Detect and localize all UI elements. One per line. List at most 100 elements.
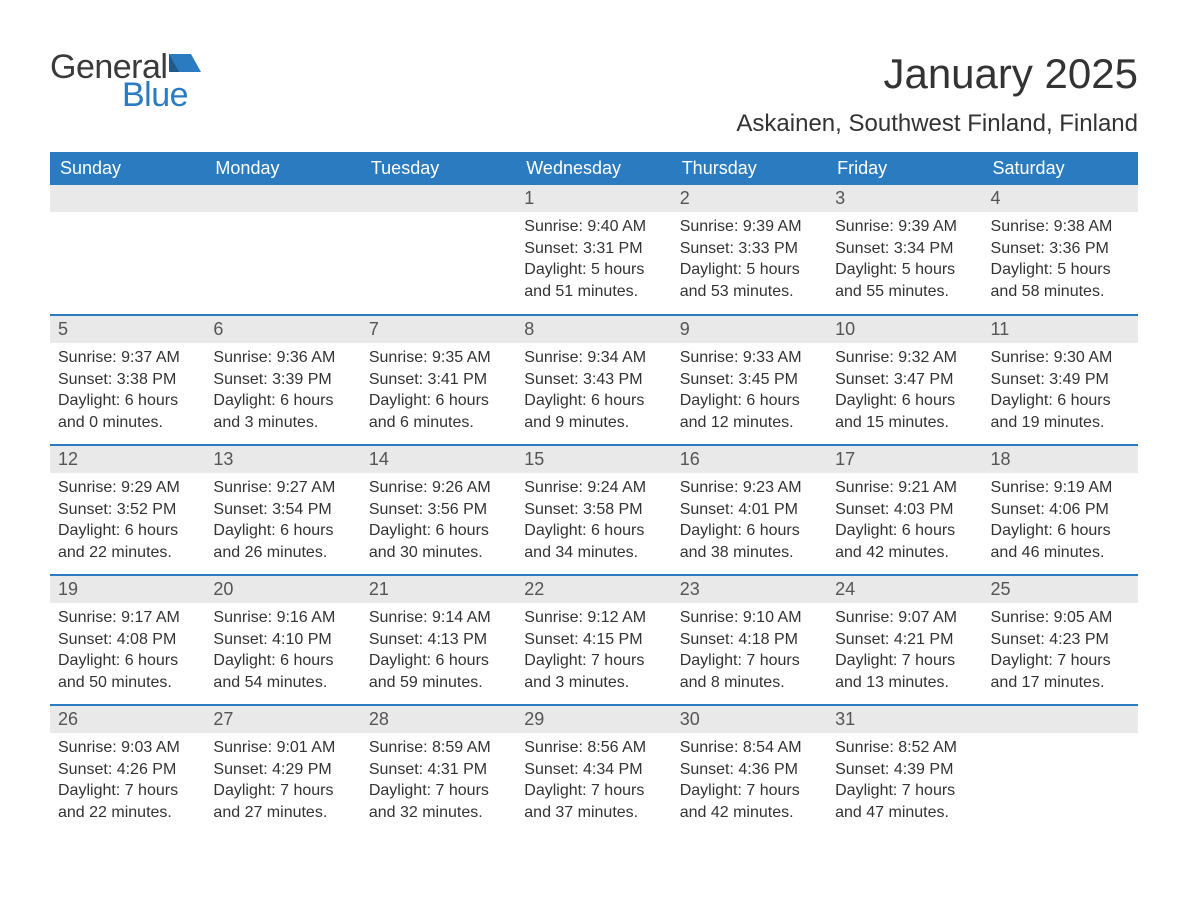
day-cell: 23Sunrise: 9:10 AMSunset: 4:18 PMDayligh… [672,575,827,705]
day-cell: 4Sunrise: 9:38 AMSunset: 3:36 PMDaylight… [983,185,1138,315]
day-cell: 2Sunrise: 9:39 AMSunset: 3:33 PMDaylight… [672,185,827,315]
day-body: Sunrise: 9:30 AMSunset: 3:49 PMDaylight:… [983,343,1138,433]
sunrise-text: Sunrise: 9:27 AM [213,477,352,499]
title-block: January 2025 Askainen, Southwest Finland… [736,50,1138,138]
sunrise-text: Sunrise: 9:14 AM [369,607,508,629]
sunrise-text: Sunrise: 9:40 AM [524,216,663,238]
sunset-text: Sunset: 4:26 PM [58,759,197,781]
daylight-line1: Daylight: 6 hours [835,390,974,412]
sunrise-text: Sunrise: 9:32 AM [835,347,974,369]
day-number: 9 [672,316,827,343]
daylight-line2: and 42 minutes. [680,802,819,824]
sunrise-text: Sunrise: 9:26 AM [369,477,508,499]
day-number: 1 [516,185,671,212]
day-cell: 14Sunrise: 9:26 AMSunset: 3:56 PMDayligh… [361,445,516,575]
daylight-line1: Daylight: 7 hours [991,650,1130,672]
daylight-line2: and 38 minutes. [680,542,819,564]
daylight-line1: Daylight: 6 hours [369,650,508,672]
daylight-line2: and 3 minutes. [524,672,663,694]
daylight-line2: and 19 minutes. [991,412,1130,434]
daylight-line2: and 0 minutes. [58,412,197,434]
daylight-line1: Daylight: 7 hours [835,780,974,802]
sunset-text: Sunset: 4:36 PM [680,759,819,781]
daylight-line2: and 59 minutes. [369,672,508,694]
sunset-text: Sunset: 4:08 PM [58,629,197,651]
sunset-text: Sunset: 3:47 PM [835,369,974,391]
sunrise-text: Sunrise: 9:01 AM [213,737,352,759]
day-number: 19 [50,576,205,603]
header: General Blue January 2025 Askainen, Sout… [50,50,1138,138]
daylight-line1: Daylight: 6 hours [991,390,1130,412]
daylight-line2: and 53 minutes. [680,281,819,303]
location: Askainen, Southwest Finland, Finland [736,110,1138,138]
daylight-line1: Daylight: 5 hours [524,259,663,281]
daylight-line1: Daylight: 7 hours [680,650,819,672]
day-body: Sunrise: 9:19 AMSunset: 4:06 PMDaylight:… [983,473,1138,563]
daylight-line1: Daylight: 6 hours [991,520,1130,542]
week-row: 12Sunrise: 9:29 AMSunset: 3:52 PMDayligh… [50,445,1138,575]
daylight-line1: Daylight: 6 hours [213,390,352,412]
sunrise-text: Sunrise: 9:16 AM [213,607,352,629]
sunrise-text: Sunrise: 9:12 AM [524,607,663,629]
sunset-text: Sunset: 4:06 PM [991,499,1130,521]
day-number [983,706,1138,733]
sunset-text: Sunset: 3:56 PM [369,499,508,521]
day-cell: 12Sunrise: 9:29 AMSunset: 3:52 PMDayligh… [50,445,205,575]
day-body: Sunrise: 8:54 AMSunset: 4:36 PMDaylight:… [672,733,827,823]
day-cell: 7Sunrise: 9:35 AMSunset: 3:41 PMDaylight… [361,315,516,445]
logo: General Blue [50,50,201,112]
week-row: 26Sunrise: 9:03 AMSunset: 4:26 PMDayligh… [50,705,1138,835]
day-number: 3 [827,185,982,212]
daylight-line2: and 55 minutes. [835,281,974,303]
day-number: 31 [827,706,982,733]
day-cell: 10Sunrise: 9:32 AMSunset: 3:47 PMDayligh… [827,315,982,445]
sunrise-text: Sunrise: 8:52 AM [835,737,974,759]
daylight-line2: and 42 minutes. [835,542,974,564]
sunset-text: Sunset: 3:33 PM [680,238,819,260]
sunset-text: Sunset: 3:49 PM [991,369,1130,391]
day-number: 17 [827,446,982,473]
weekday-header: Thursday [672,152,827,185]
sunrise-text: Sunrise: 9:17 AM [58,607,197,629]
day-number: 6 [205,316,360,343]
sunrise-text: Sunrise: 9:38 AM [991,216,1130,238]
day-cell: 6Sunrise: 9:36 AMSunset: 3:39 PMDaylight… [205,315,360,445]
daylight-line1: Daylight: 7 hours [58,780,197,802]
daylight-line2: and 47 minutes. [835,802,974,824]
daylight-line1: Daylight: 6 hours [680,390,819,412]
day-number: 21 [361,576,516,603]
day-cell: 28Sunrise: 8:59 AMSunset: 4:31 PMDayligh… [361,705,516,835]
daylight-line2: and 50 minutes. [58,672,197,694]
daylight-line1: Daylight: 7 hours [369,780,508,802]
day-body: Sunrise: 9:39 AMSunset: 3:33 PMDaylight:… [672,212,827,302]
sunrise-text: Sunrise: 8:59 AM [369,737,508,759]
daylight-line2: and 8 minutes. [680,672,819,694]
sunset-text: Sunset: 3:31 PM [524,238,663,260]
sunset-text: Sunset: 4:31 PM [369,759,508,781]
day-body: Sunrise: 9:38 AMSunset: 3:36 PMDaylight:… [983,212,1138,302]
sunset-text: Sunset: 4:03 PM [835,499,974,521]
daylight-line2: and 3 minutes. [213,412,352,434]
sunrise-text: Sunrise: 9:21 AM [835,477,974,499]
daylight-line2: and 51 minutes. [524,281,663,303]
day-number: 2 [672,185,827,212]
calendar-table: Sunday Monday Tuesday Wednesday Thursday… [50,152,1138,835]
week-row: 5Sunrise: 9:37 AMSunset: 3:38 PMDaylight… [50,315,1138,445]
daylight-line2: and 22 minutes. [58,542,197,564]
sunset-text: Sunset: 3:45 PM [680,369,819,391]
day-cell: 31Sunrise: 8:52 AMSunset: 4:39 PMDayligh… [827,705,982,835]
day-cell: 15Sunrise: 9:24 AMSunset: 3:58 PMDayligh… [516,445,671,575]
sunrise-text: Sunrise: 8:56 AM [524,737,663,759]
day-body: Sunrise: 8:52 AMSunset: 4:39 PMDaylight:… [827,733,982,823]
sunset-text: Sunset: 4:01 PM [680,499,819,521]
day-body: Sunrise: 9:37 AMSunset: 3:38 PMDaylight:… [50,343,205,433]
daylight-line2: and 30 minutes. [369,542,508,564]
day-cell: 19Sunrise: 9:17 AMSunset: 4:08 PMDayligh… [50,575,205,705]
sunset-text: Sunset: 3:41 PM [369,369,508,391]
sunset-text: Sunset: 3:36 PM [991,238,1130,260]
sunrise-text: Sunrise: 9:23 AM [680,477,819,499]
day-cell: 13Sunrise: 9:27 AMSunset: 3:54 PMDayligh… [205,445,360,575]
day-body: Sunrise: 9:07 AMSunset: 4:21 PMDaylight:… [827,603,982,693]
daylight-line1: Daylight: 6 hours [835,520,974,542]
daylight-line1: Daylight: 7 hours [213,780,352,802]
